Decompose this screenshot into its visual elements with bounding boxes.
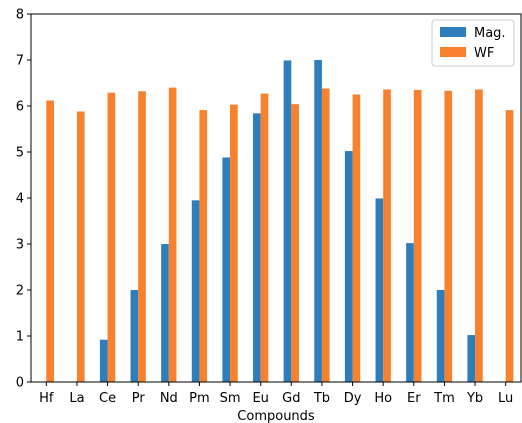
- bar-mag-er: [406, 243, 414, 382]
- bar-mag-nd: [161, 244, 169, 382]
- x-tick-label: Hf: [39, 391, 54, 406]
- legend: Mag. WF: [431, 19, 515, 67]
- y-tick-label: 3: [16, 238, 24, 253]
- legend-swatch: [440, 47, 466, 57]
- x-tick-label: Yb: [466, 391, 483, 406]
- bar-wf-yb: [475, 89, 483, 382]
- bar-wf-la: [76, 111, 85, 383]
- bar-mag-sm: [222, 157, 231, 382]
- x-axis-title: Compounds: [237, 409, 315, 423]
- bar-mag-tb: [314, 60, 322, 382]
- bar-mag-ho: [375, 198, 384, 382]
- x-tick-label: Eu: [252, 391, 268, 406]
- series-wf-bars: [46, 87, 514, 383]
- x-tick-label: Sm: [220, 391, 241, 406]
- bar-mag-yb: [467, 335, 476, 382]
- bar-mag-tm: [436, 290, 445, 382]
- x-tick-label: Lu: [498, 391, 513, 406]
- y-tick-label: 2: [16, 284, 24, 299]
- series-mag-bars: [99, 60, 476, 383]
- bar-wf-hf: [46, 100, 54, 382]
- x-tick-label: Nd: [160, 391, 178, 406]
- x-tick-label: Pm: [189, 391, 210, 406]
- x-tick-label: Gd: [282, 391, 300, 406]
- bar-wf-pr: [138, 91, 146, 382]
- legend-swatch: [440, 27, 466, 37]
- bar-mag-pm: [191, 200, 200, 382]
- x-tick-label: Tm: [433, 391, 455, 406]
- bar-wf-ce: [107, 92, 116, 382]
- x-tick-label: Ce: [99, 391, 116, 406]
- bar-wf-eu: [260, 93, 269, 382]
- y-tick-label: 0: [16, 376, 24, 391]
- y-tick-label: 7: [16, 54, 24, 69]
- bar-wf-dy: [352, 94, 361, 382]
- bar-wf-nd: [168, 87, 177, 382]
- x-tick-label: Er: [407, 391, 421, 406]
- y-axis-ticks: 0 1 2 3 4 5 6 7 8: [16, 8, 31, 391]
- bar-mag-pr: [130, 290, 139, 382]
- y-tick-label: 5: [16, 146, 24, 161]
- bar-mag-gd: [283, 60, 292, 383]
- bar-wf-er: [413, 89, 422, 383]
- x-tick-label: Dy: [344, 391, 362, 406]
- x-tick-label: La: [69, 391, 84, 406]
- bar-wf-gd: [291, 104, 299, 382]
- bar-wf-pm: [199, 110, 208, 382]
- x-tick-label: Ho: [374, 391, 392, 406]
- bar-mag-dy: [344, 151, 353, 382]
- y-tick-label: 8: [16, 8, 24, 23]
- x-tick-label: Pr: [132, 391, 146, 406]
- bar-wf-ho: [383, 89, 391, 382]
- bar-wf-tm: [444, 90, 453, 382]
- y-tick-label: 4: [16, 192, 24, 207]
- bar-mag-eu: [253, 113, 261, 383]
- bar-wf-lu: [505, 110, 514, 382]
- x-axis-ticks: Hf La Ce Pr Nd Pm Sm Eu Gd Tb Dy Ho Er Tm Yb Lu: [39, 382, 513, 406]
- bar-mag-ce: [99, 339, 108, 382]
- plot-area-frame: [30, 13, 522, 383]
- legend-label: Mag.: [474, 26, 506, 41]
- y-tick-label: 1: [16, 330, 24, 345]
- y-tick-label: 6: [16, 100, 24, 115]
- bar-wf-sm: [230, 104, 238, 383]
- legend-label: WF: [474, 46, 494, 61]
- x-tick-label: Tb: [313, 391, 330, 406]
- bar-wf-tb: [321, 88, 330, 383]
